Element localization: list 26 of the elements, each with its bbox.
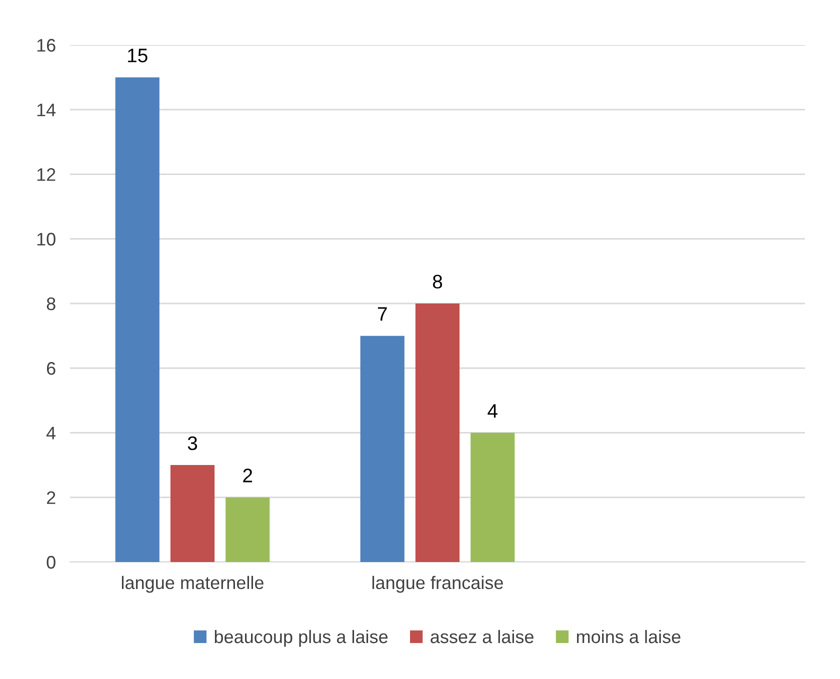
bar [226, 497, 270, 562]
y-tick-label: 10 [37, 232, 56, 246]
legend-label: assez a laise [430, 630, 534, 644]
y-tick-label: 6 [46, 362, 56, 375]
bar [170, 465, 215, 562]
bar [470, 432, 515, 562]
data-label: 8 [432, 274, 442, 289]
legend-label: beaucoup plus a laise [214, 630, 388, 647]
y-tick-label: 2 [46, 491, 56, 504]
data-label: 15 [128, 48, 148, 62]
y-tick-label: 16 [37, 38, 56, 52]
bar [360, 336, 404, 562]
y-tick-label: 14 [37, 104, 56, 116]
y-tick-label: 4 [46, 426, 56, 440]
data-label: 2 [243, 468, 252, 482]
data-label: 4 [488, 404, 498, 418]
bar [115, 77, 160, 562]
y-tick-label: 12 [37, 168, 56, 181]
bar [415, 304, 460, 562]
x-tick-label: langue maternelle [122, 576, 264, 593]
y-tick-label: 0 [46, 556, 56, 569]
data-label: 7 [378, 307, 387, 321]
data-label: 3 [188, 436, 198, 450]
legend-label: moins a laise [576, 630, 680, 644]
x-tick-label: langue francaise [372, 576, 503, 593]
y-tick-label: 8 [46, 297, 56, 310]
